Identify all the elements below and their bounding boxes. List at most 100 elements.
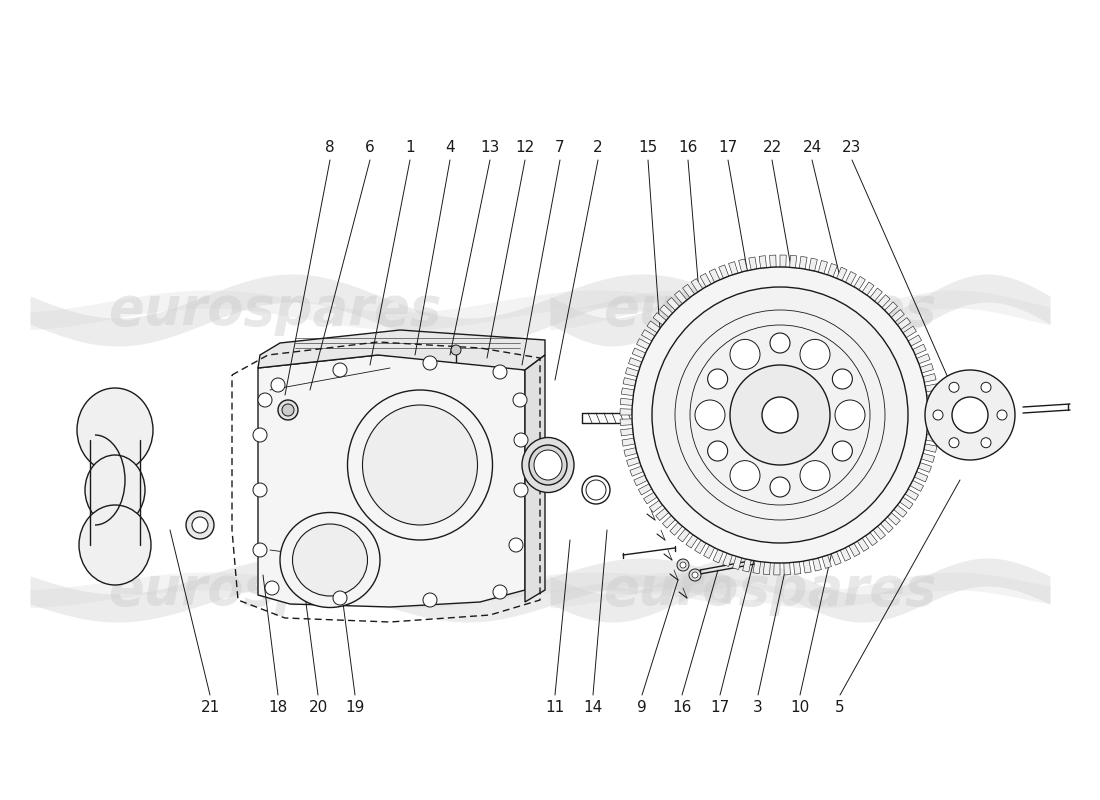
Polygon shape [258, 330, 544, 370]
Polygon shape [898, 318, 911, 330]
Polygon shape [733, 556, 741, 570]
Text: 19: 19 [345, 701, 365, 715]
Polygon shape [667, 298, 680, 310]
Polygon shape [656, 508, 669, 521]
Polygon shape [728, 262, 738, 275]
Polygon shape [790, 255, 796, 268]
Text: 17: 17 [711, 701, 729, 715]
Circle shape [695, 400, 725, 430]
Circle shape [680, 562, 686, 568]
Circle shape [192, 517, 208, 533]
Circle shape [652, 287, 908, 543]
Circle shape [632, 267, 928, 563]
Polygon shape [662, 515, 675, 528]
Ellipse shape [280, 513, 380, 607]
Circle shape [253, 428, 267, 442]
Polygon shape [718, 265, 729, 278]
Polygon shape [683, 284, 694, 298]
Circle shape [186, 511, 214, 539]
Polygon shape [854, 277, 866, 290]
Polygon shape [258, 355, 525, 607]
Polygon shape [621, 388, 634, 396]
Text: 22: 22 [762, 139, 782, 154]
Polygon shape [927, 405, 939, 411]
Polygon shape [909, 335, 922, 346]
Text: 16: 16 [672, 701, 692, 715]
Polygon shape [813, 558, 822, 571]
Polygon shape [808, 258, 817, 271]
Circle shape [835, 400, 865, 430]
Polygon shape [926, 394, 939, 402]
Polygon shape [862, 282, 874, 295]
Polygon shape [923, 374, 936, 382]
Text: 24: 24 [802, 139, 822, 154]
Polygon shape [870, 288, 882, 302]
Circle shape [451, 345, 461, 355]
Circle shape [513, 393, 527, 407]
Circle shape [800, 339, 830, 370]
Ellipse shape [363, 405, 477, 525]
Polygon shape [653, 313, 667, 325]
Polygon shape [903, 326, 916, 338]
Text: 4: 4 [446, 139, 454, 154]
Polygon shape [620, 409, 632, 415]
Circle shape [493, 585, 507, 599]
Text: 8: 8 [326, 139, 334, 154]
Circle shape [997, 410, 1006, 420]
Circle shape [493, 365, 507, 379]
Text: 1: 1 [405, 139, 415, 154]
Polygon shape [694, 540, 706, 554]
Circle shape [265, 581, 279, 595]
Text: 20: 20 [308, 701, 328, 715]
Polygon shape [818, 261, 827, 274]
Polygon shape [620, 419, 632, 426]
Text: 3: 3 [754, 701, 763, 715]
Text: 12: 12 [516, 139, 535, 154]
Circle shape [676, 559, 689, 571]
Polygon shape [713, 550, 724, 563]
Polygon shape [822, 555, 832, 569]
Circle shape [258, 393, 272, 407]
Circle shape [424, 356, 437, 370]
Text: eurospares: eurospares [108, 284, 442, 336]
Polygon shape [866, 533, 878, 546]
Polygon shape [891, 310, 904, 322]
Circle shape [333, 591, 346, 605]
Circle shape [707, 369, 727, 389]
Circle shape [981, 438, 991, 448]
Polygon shape [928, 415, 940, 422]
Circle shape [278, 400, 298, 420]
Polygon shape [927, 425, 939, 432]
Polygon shape [837, 267, 847, 281]
Polygon shape [647, 321, 660, 333]
Text: 18: 18 [268, 701, 287, 715]
Text: eurospares: eurospares [603, 284, 937, 336]
Polygon shape [620, 429, 634, 436]
Polygon shape [710, 269, 719, 282]
Circle shape [253, 483, 267, 497]
Ellipse shape [293, 524, 367, 596]
Circle shape [509, 538, 522, 552]
Ellipse shape [85, 455, 145, 525]
Polygon shape [634, 475, 647, 486]
Polygon shape [742, 559, 751, 572]
Circle shape [689, 569, 701, 581]
Circle shape [514, 433, 528, 447]
Text: 6: 6 [365, 139, 375, 154]
Polygon shape [832, 552, 842, 565]
Circle shape [707, 441, 727, 461]
Polygon shape [686, 534, 697, 548]
Circle shape [253, 543, 267, 557]
Polygon shape [905, 489, 918, 500]
Text: 23: 23 [843, 139, 861, 154]
Polygon shape [925, 384, 938, 392]
Circle shape [762, 397, 798, 433]
Polygon shape [752, 561, 761, 574]
Circle shape [271, 378, 285, 392]
Polygon shape [827, 263, 837, 277]
Polygon shape [888, 513, 900, 525]
Circle shape [800, 461, 830, 490]
Polygon shape [660, 305, 672, 318]
Polygon shape [670, 522, 682, 535]
Polygon shape [914, 472, 927, 482]
